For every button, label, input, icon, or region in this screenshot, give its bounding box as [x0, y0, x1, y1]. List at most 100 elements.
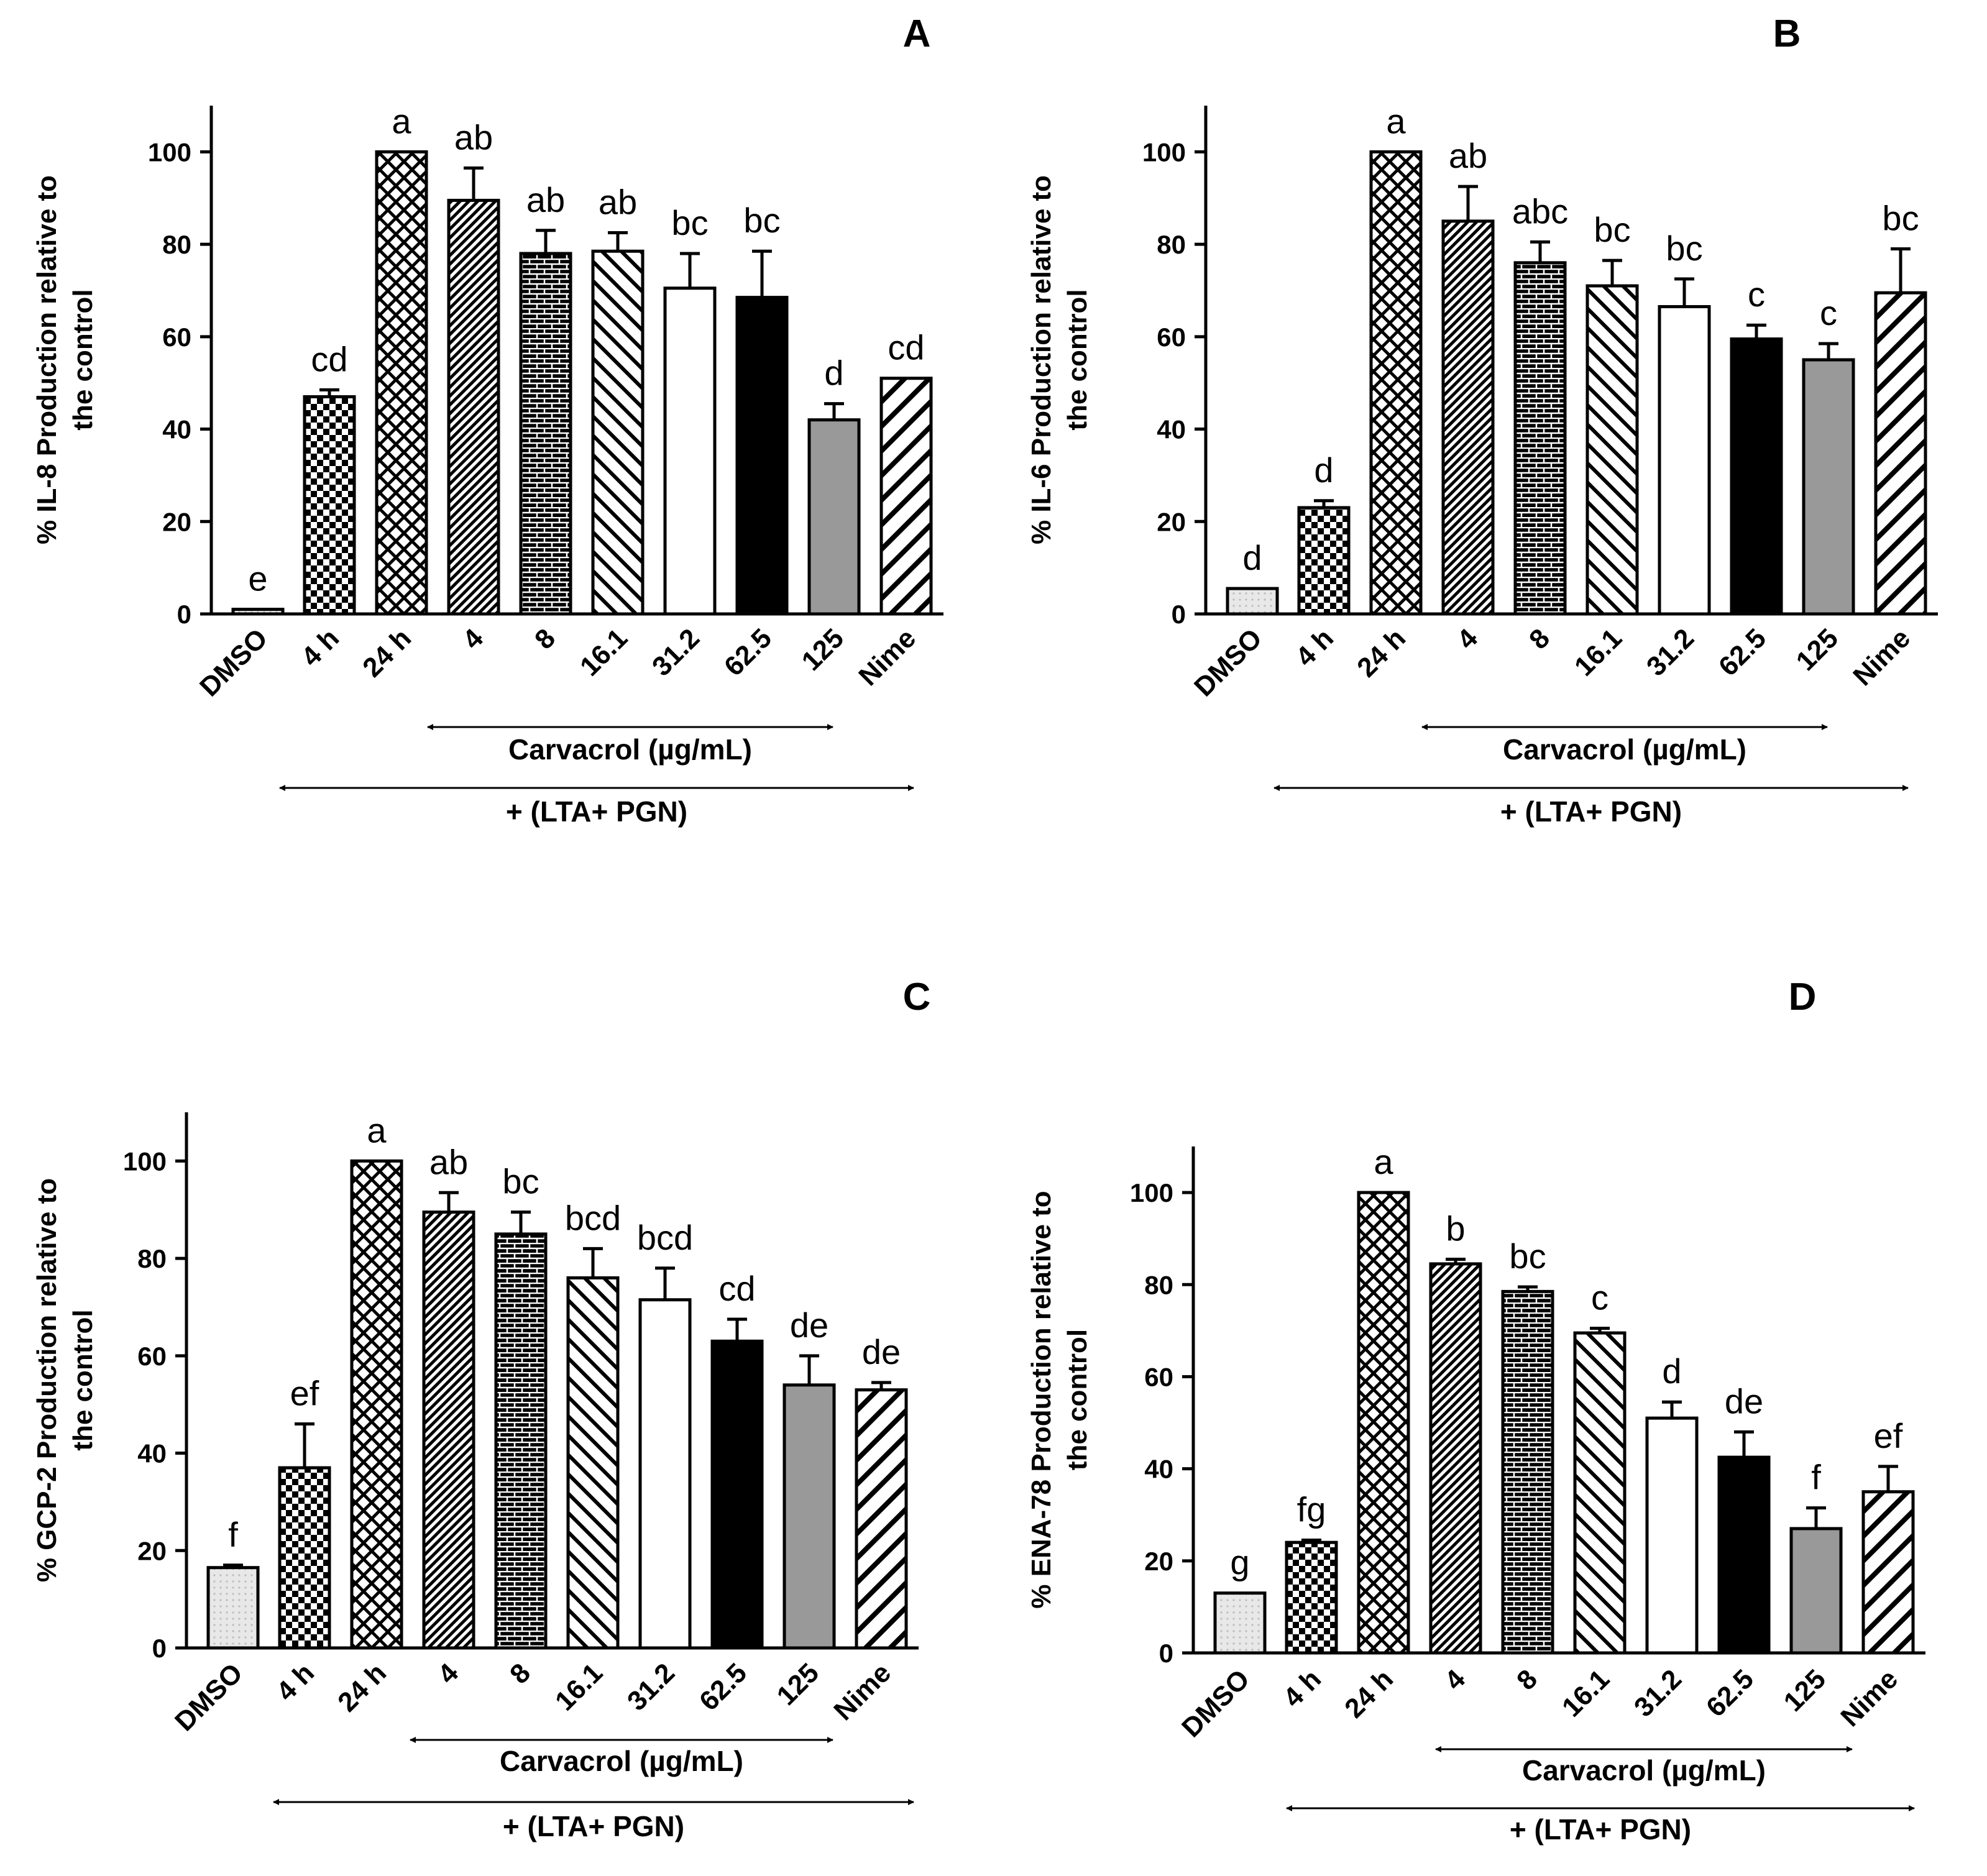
- y-tick-label: 0: [1172, 600, 1186, 629]
- significance-label: bc: [1666, 229, 1702, 268]
- significance-label: bc: [671, 203, 708, 242]
- significance-label: ab: [1449, 136, 1487, 175]
- bar-125: [1789, 1527, 1843, 1655]
- x-tick-label: Nime: [828, 1657, 897, 1726]
- panel-letter: D: [1789, 976, 1817, 1018]
- x-tick-label: 125: [1791, 623, 1845, 677]
- x-tick-label: 8: [1523, 623, 1556, 655]
- significance-label: abc: [1512, 191, 1568, 231]
- x-tick-label: 125: [771, 1657, 825, 1711]
- y-tick-label: 80: [162, 230, 191, 259]
- y-axis-title-line1: % IL-6 Production relative to: [1026, 175, 1057, 544]
- x-tick-label: 24 h: [1339, 1663, 1399, 1724]
- significance-label: de: [862, 1332, 901, 1371]
- bar-dmso: [1226, 587, 1279, 616]
- significance-label: fg: [1297, 1489, 1326, 1529]
- bar-31.2: [638, 1298, 692, 1650]
- significance-label: d: [1314, 451, 1333, 490]
- bar-24h: [1357, 1191, 1410, 1655]
- bar-4: [1441, 219, 1495, 616]
- significance-label: c: [1820, 293, 1837, 332]
- x-tick-label: 4: [457, 623, 489, 655]
- significance-label: a: [392, 101, 411, 140]
- y-tick-label: 100: [123, 1146, 167, 1176]
- bar-4h: [303, 395, 356, 616]
- x-tick-label: 16.1: [549, 1657, 608, 1716]
- y-tick-label: 60: [1157, 323, 1186, 352]
- x-tick-label: 125: [1778, 1663, 1832, 1718]
- x-tick-label: 4 h: [295, 623, 345, 672]
- x-tick-label: 31.2: [1628, 1663, 1687, 1723]
- bar-31.2: [1658, 304, 1711, 616]
- y-tick-label: 0: [152, 1634, 167, 1663]
- bar-4h: [1297, 506, 1351, 616]
- x-tick-label: Nime: [853, 623, 922, 692]
- x-tick-label: 16.1: [574, 623, 633, 682]
- y-tick-label: 100: [1142, 137, 1186, 167]
- bar-62.5: [1717, 1455, 1771, 1655]
- y-tick-label: 100: [148, 137, 191, 167]
- lta-pgn-label: + (LTA+ PGN): [1500, 795, 1682, 828]
- carvacrol-label: Carvacrol (µg/mL): [1522, 1754, 1766, 1787]
- x-tick-label: 8: [529, 623, 561, 655]
- significance-label: ab: [454, 117, 493, 157]
- bar-dmso: [231, 608, 285, 616]
- x-tick-label: 16.1: [1569, 623, 1628, 682]
- bar-24h: [375, 150, 428, 616]
- significance-label: a: [1374, 1142, 1393, 1181]
- significance-label: bcd: [637, 1218, 693, 1257]
- bar-4h: [278, 1466, 331, 1650]
- x-tick-label: 24 h: [357, 623, 417, 683]
- bar-8: [1513, 261, 1567, 616]
- y-axis-title-line2: the control: [1062, 1329, 1093, 1470]
- x-tick-label: 4: [432, 1657, 464, 1690]
- significance-label: a: [1386, 101, 1406, 140]
- bar-4: [422, 1210, 475, 1650]
- panel-d: D 0 20 40 60 80 100 % ENA-78 Production relativ…: [1026, 976, 1925, 1846]
- y-tick-label: 20: [1144, 1547, 1173, 1576]
- bar-4: [447, 198, 500, 616]
- significance-label: de: [790, 1306, 828, 1345]
- x-tick-label: 4: [1451, 623, 1484, 655]
- bar-125: [807, 418, 861, 616]
- significance-label: cd: [718, 1269, 755, 1308]
- x-tick-label: 24 h: [332, 1657, 392, 1718]
- x-tick-label: 31.2: [622, 1657, 681, 1716]
- y-tick-label: 80: [137, 1244, 167, 1273]
- bar-4: [1429, 1262, 1482, 1655]
- significance-label: c: [1591, 1278, 1608, 1317]
- y-tick-label: 100: [1130, 1178, 1173, 1207]
- carvacrol-label: Carvacrol (µg/mL): [500, 1745, 743, 1777]
- panel-b: B 0 20 40 60 80 100 % IL-6 Production relative …: [1026, 12, 1938, 828]
- panel-letter: C: [903, 976, 931, 1018]
- x-tick-label: 62.5: [1700, 1663, 1760, 1723]
- bar-dmso: [1213, 1591, 1267, 1655]
- bar-62.5: [710, 1339, 764, 1650]
- x-tick-label: Nime: [1847, 623, 1916, 692]
- lta-pgn-label: + (LTA+ PGN): [1510, 1813, 1691, 1846]
- x-tick-label: 8: [504, 1657, 536, 1690]
- significance-label: ab: [599, 183, 637, 222]
- significance-label: e: [248, 559, 267, 598]
- panel-a: A 0 20 40 60 80 100 % IL-8 Production relative …: [32, 12, 943, 828]
- bar-8: [519, 252, 572, 616]
- significance-label: g: [1230, 1543, 1249, 1582]
- lta-pgn-label: + (LTA+ PGN): [503, 1810, 684, 1842]
- significance-label: ab: [429, 1142, 468, 1181]
- significance-label: bc: [1882, 199, 1919, 238]
- x-tick-label: Nime: [1835, 1663, 1904, 1732]
- y-axis-title-line2: the control: [68, 289, 98, 430]
- y-tick-label: 80: [1157, 230, 1186, 259]
- bar-nime: [1874, 291, 1927, 616]
- y-tick-label: 60: [162, 323, 191, 352]
- x-tick-label: DMSO: [169, 1657, 249, 1737]
- bar-16.1: [566, 1276, 620, 1650]
- lta-pgn-label: + (LTA+ PGN): [506, 795, 687, 828]
- significance-label: d: [1662, 1352, 1681, 1391]
- x-tick-label: DMSO: [1188, 623, 1268, 702]
- x-tick-label: 62.5: [694, 1657, 753, 1716]
- significance-label: cd: [311, 339, 347, 378]
- y-tick-label: 20: [162, 507, 191, 536]
- carvacrol-label: Carvacrol (µg/mL): [508, 733, 752, 766]
- bar-16.1: [591, 249, 645, 616]
